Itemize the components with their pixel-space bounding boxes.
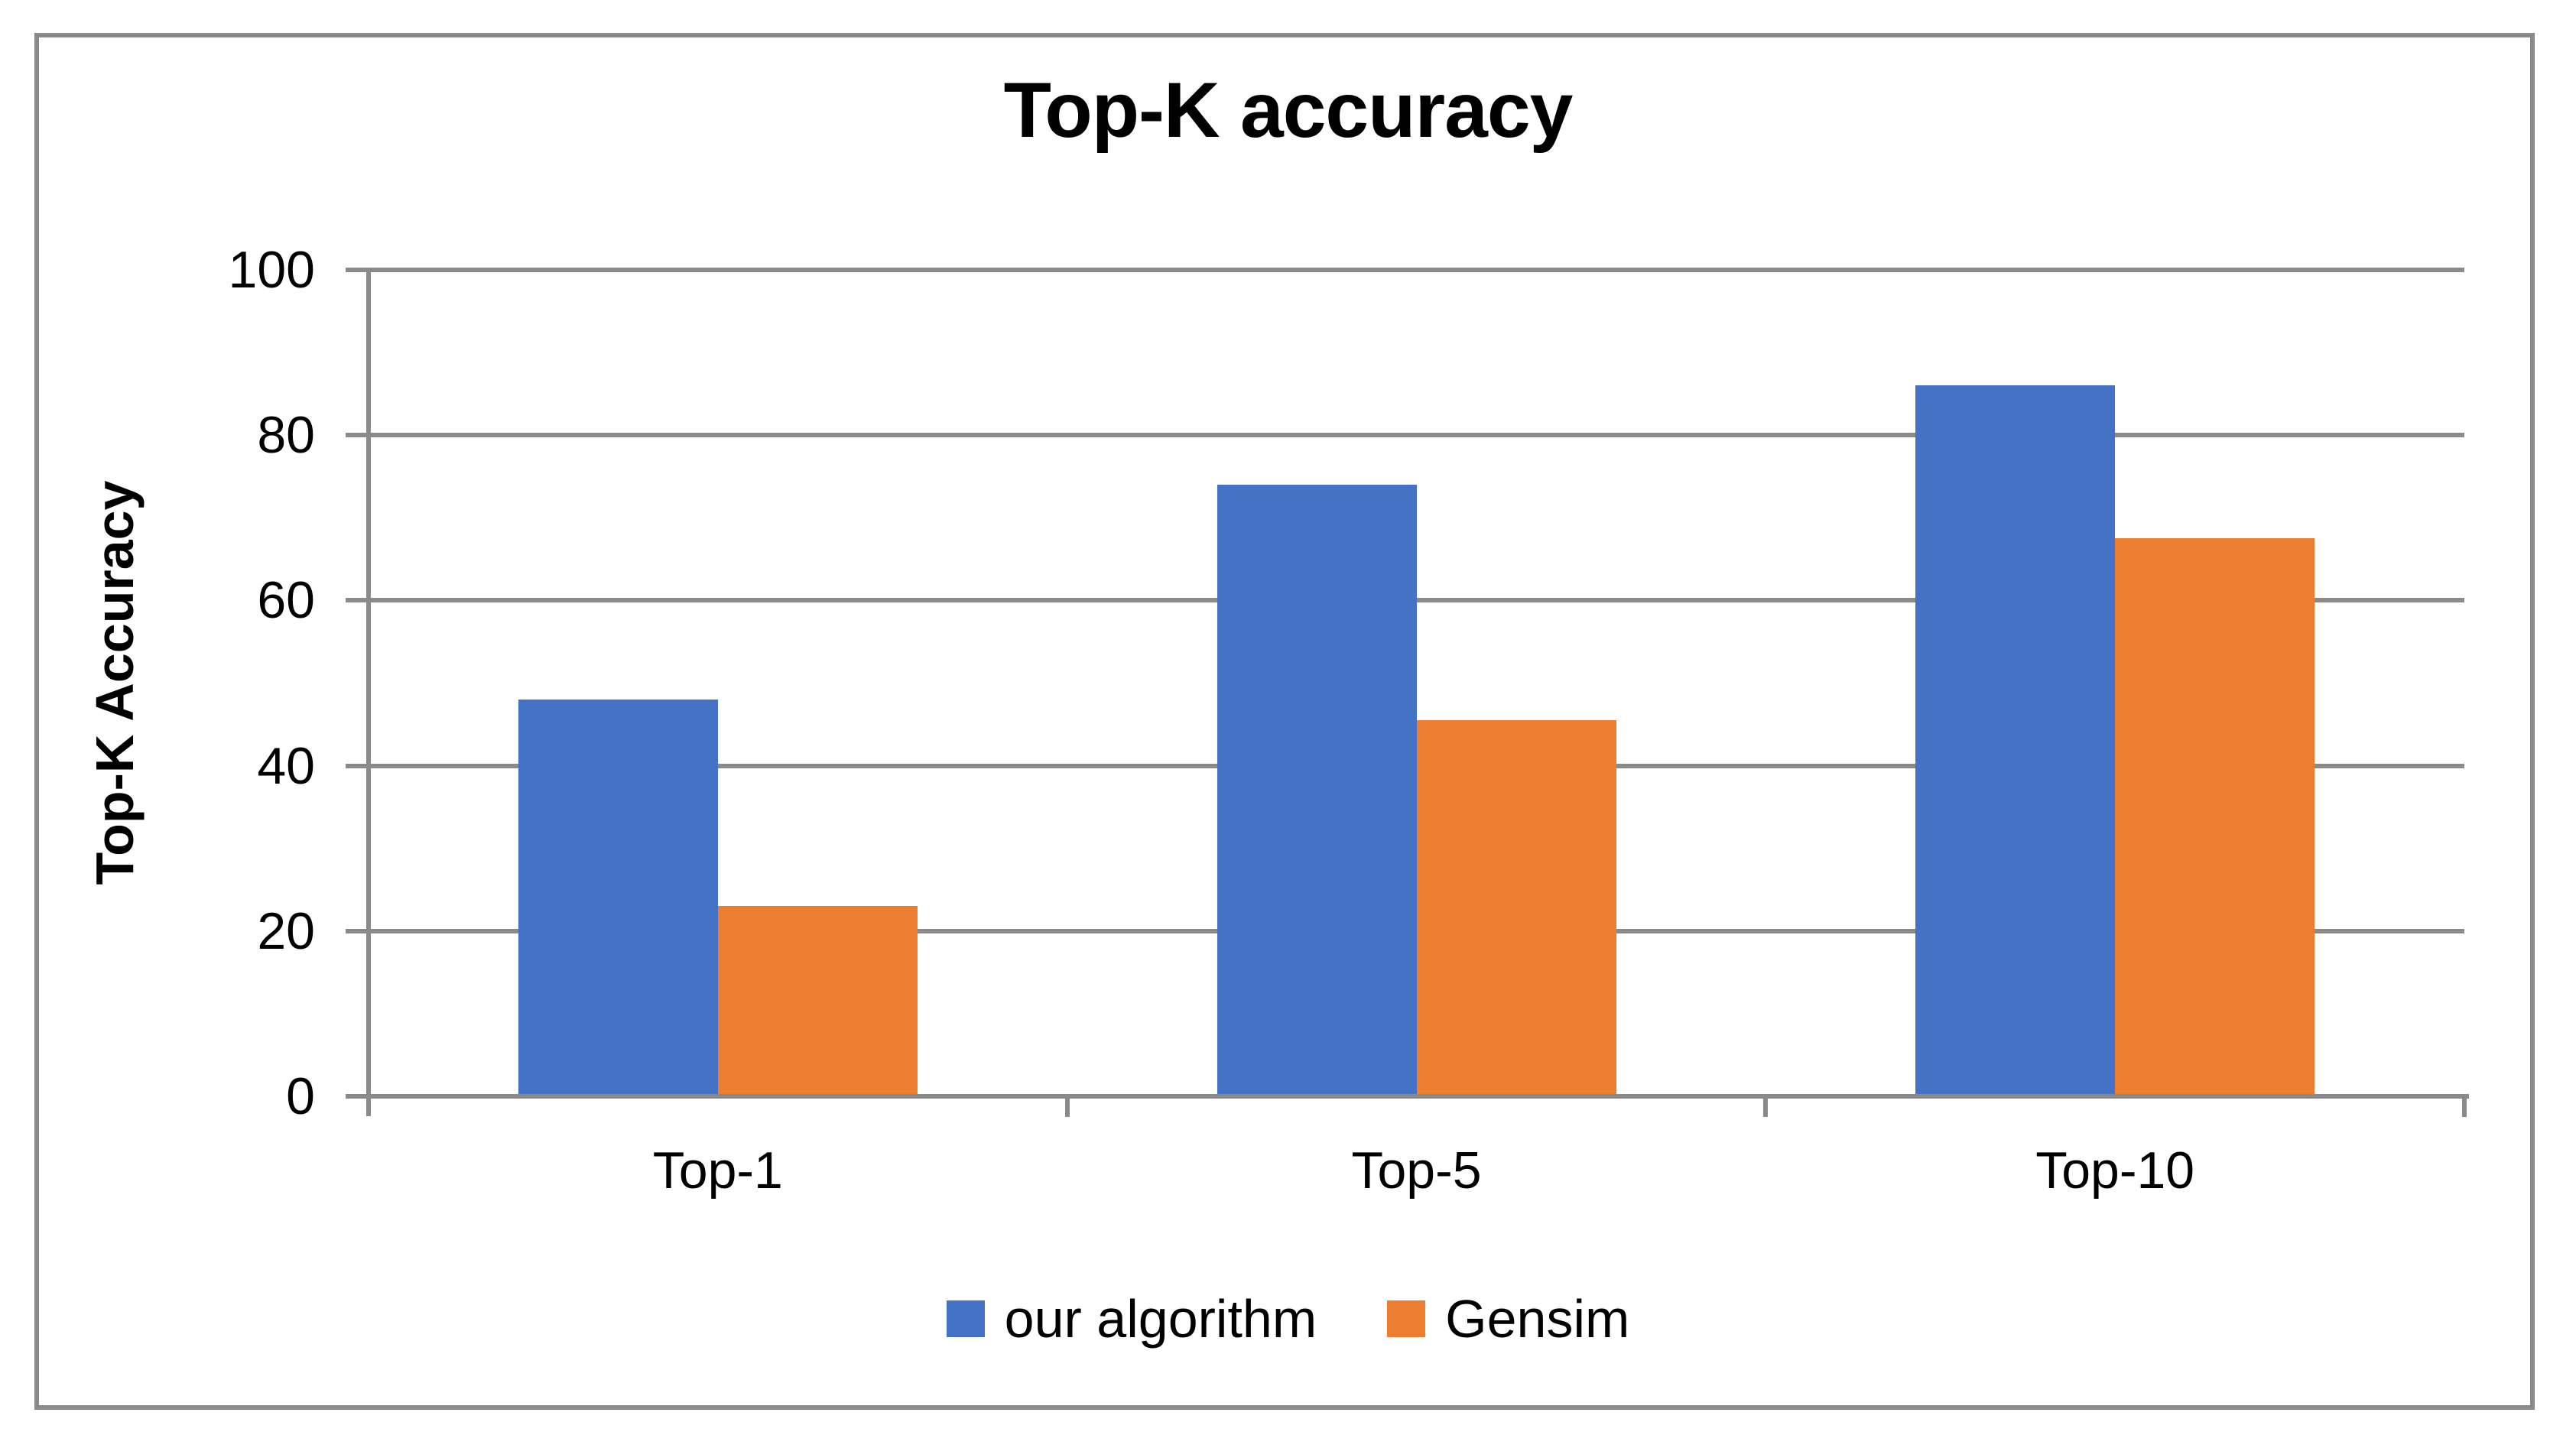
- y-tick-label-40: 40: [257, 736, 315, 795]
- y-axis-line: [366, 268, 371, 1116]
- y-tick-60: [346, 598, 369, 603]
- legend-item-gensim: Gensim: [1387, 1292, 1629, 1346]
- x-axis-line: [346, 1094, 2469, 1099]
- legend-label: Gensim: [1445, 1289, 1630, 1349]
- x-axis-label-top-10: Top-10: [2035, 1141, 2195, 1200]
- x-axis-label-top-1: Top-1: [652, 1141, 783, 1200]
- bar-top-10-our-algorithm: [1915, 385, 2116, 1096]
- y-tick-label-80: 80: [257, 406, 315, 465]
- x-tick-1: [1064, 1096, 1070, 1117]
- x-axis-label-top-5: Top-5: [1351, 1141, 1482, 1200]
- y-axis-title: Top-K Accuracy: [85, 480, 145, 885]
- y-tick-0: [346, 1094, 369, 1099]
- bar-top-10-gensim: [2115, 538, 2315, 1096]
- y-tick-80: [346, 433, 369, 438]
- legend: our algorithm Gensim: [0, 1289, 2576, 1349]
- x-tick-2: [1763, 1096, 1769, 1117]
- y-tick-100: [346, 268, 369, 272]
- y-tick-20: [346, 928, 369, 933]
- gridline-60: [369, 598, 2464, 603]
- bar-top-5-our-algorithm: [1217, 485, 1417, 1096]
- y-tick-label-60: 60: [257, 571, 315, 630]
- legend-label: our algorithm: [1004, 1289, 1317, 1349]
- bar-top-1-our-algorithm: [518, 700, 718, 1096]
- x-tick-3: [2462, 1096, 2467, 1117]
- y-tick-label-0: 0: [286, 1067, 315, 1125]
- legend-swatch-icon: [946, 1300, 985, 1337]
- legend-item-our-algorithm: our algorithm: [946, 1289, 1317, 1349]
- plot-area: [369, 268, 2464, 1096]
- chart-title: Top-K accuracy: [1003, 67, 1574, 154]
- y-tick-40: [346, 763, 369, 768]
- y-tick-label-20: 20: [257, 901, 315, 960]
- bar-top-1-gensim: [717, 906, 918, 1096]
- gridline-100: [369, 268, 2464, 272]
- y-tick-label-100: 100: [228, 241, 315, 299]
- bar-top-5-gensim: [1416, 720, 1616, 1096]
- legend-swatch-icon: [1387, 1300, 1426, 1337]
- gridline-80: [369, 433, 2464, 438]
